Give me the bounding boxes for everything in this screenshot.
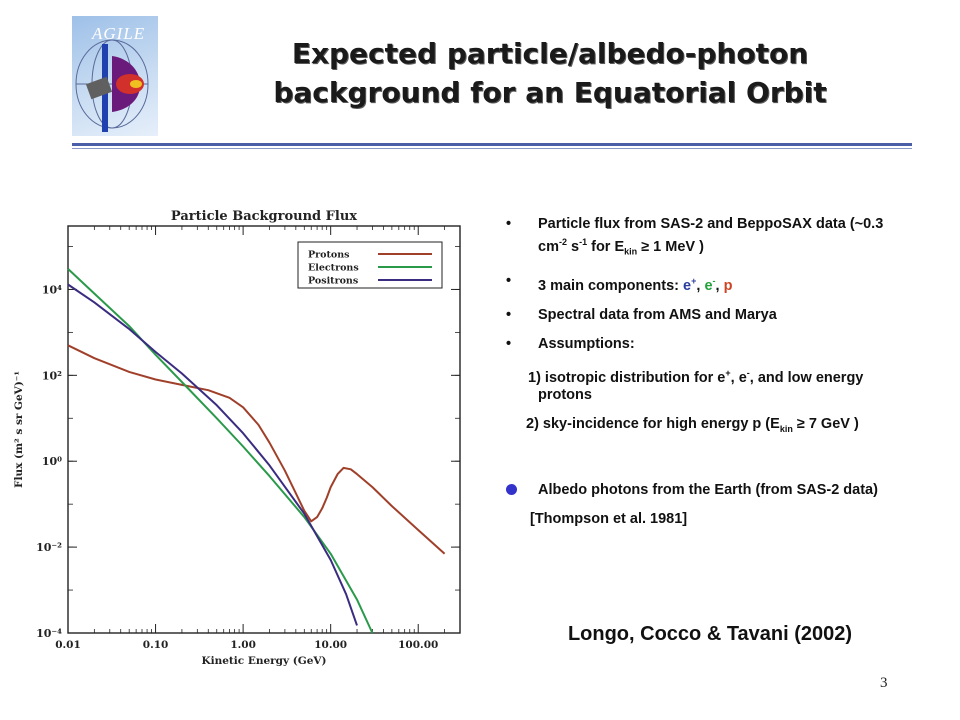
bullet-dot-icon	[506, 484, 517, 496]
bullet-components: • 3 main components: e+, e-, p	[506, 272, 733, 294]
x-tick-label: 10.00	[314, 639, 347, 651]
page-number: 3	[880, 675, 888, 691]
x-tick-label: 100.00	[398, 639, 438, 651]
legend-label: Protons	[308, 250, 349, 261]
y-tick-label: 10⁻²	[36, 541, 62, 554]
bullet-list: • Particle flux from SAS-2 and BeppoSAX …	[506, 215, 906, 539]
electron-symbol: e-	[704, 275, 716, 294]
positron-symbol: e+	[683, 275, 697, 294]
reference: [Thompson et al. 1981]	[530, 511, 688, 528]
legend-label: Positrons	[308, 276, 358, 287]
series-line-positrons	[67, 283, 358, 626]
title-line-2: background for an Equatorial Orbit	[273, 76, 827, 109]
citation: Longo, Cocco & Tavani (2002)	[567, 623, 853, 645]
slide-title: Expected particle/albedo-photon backgrou…	[170, 34, 930, 112]
y-tick-label: 10⁻⁴	[36, 627, 62, 640]
bullet-flux-source: • Particle flux from SAS-2 and BeppoSAX …	[506, 216, 884, 257]
assumption-1: 1) isotropic distribution for e+, e-, an…	[528, 367, 864, 404]
bullet-marker: •	[506, 216, 512, 232]
y-tick-label: 10⁴	[42, 283, 62, 296]
bullet-spectral-data: • Spectral data from AMS and Marya	[506, 306, 777, 323]
title-line-1: Expected particle/albedo-photon	[291, 37, 809, 70]
bullet-marker: •	[506, 306, 512, 323]
y-tick-label: 10⁰	[42, 455, 62, 468]
x-tick-label: 0.01	[55, 639, 81, 651]
bullet-marker: •	[506, 272, 512, 289]
bullet-assumptions: • Assumptions:	[506, 335, 635, 352]
bullet-albedo-photons: Albedo photons from the Earth (from SAS-…	[506, 481, 906, 499]
globe-icon	[75, 39, 149, 132]
x-tick-label: 0.10	[143, 639, 169, 651]
y-axis-label: Flux (m² s sr GeV)⁻¹	[13, 371, 25, 488]
title-divider-thin	[72, 148, 912, 149]
bullet-marker: •	[506, 335, 512, 352]
series-line-electrons	[67, 268, 374, 634]
y-tick-label: 10²	[42, 369, 62, 382]
x-tick-label: 1.00	[230, 639, 256, 651]
agile-logo: AGILE	[72, 16, 158, 136]
logo-text: AGILE	[92, 24, 146, 43]
chart-frame	[67, 225, 461, 634]
assumption-2: 2) sky-incidence for high energy p (Ekin…	[526, 416, 859, 435]
legend-label: Electrons	[308, 263, 359, 274]
title-divider	[72, 143, 912, 146]
x-axis-label: Kinetic Energy (GeV)	[202, 655, 327, 667]
particle-flux-chart: Particle Background Flux 0.01 0.10 1.00 10.0…	[13, 209, 461, 667]
chart-title: Particle Background Flux	[171, 209, 357, 224]
proton-symbol: p	[723, 277, 733, 294]
